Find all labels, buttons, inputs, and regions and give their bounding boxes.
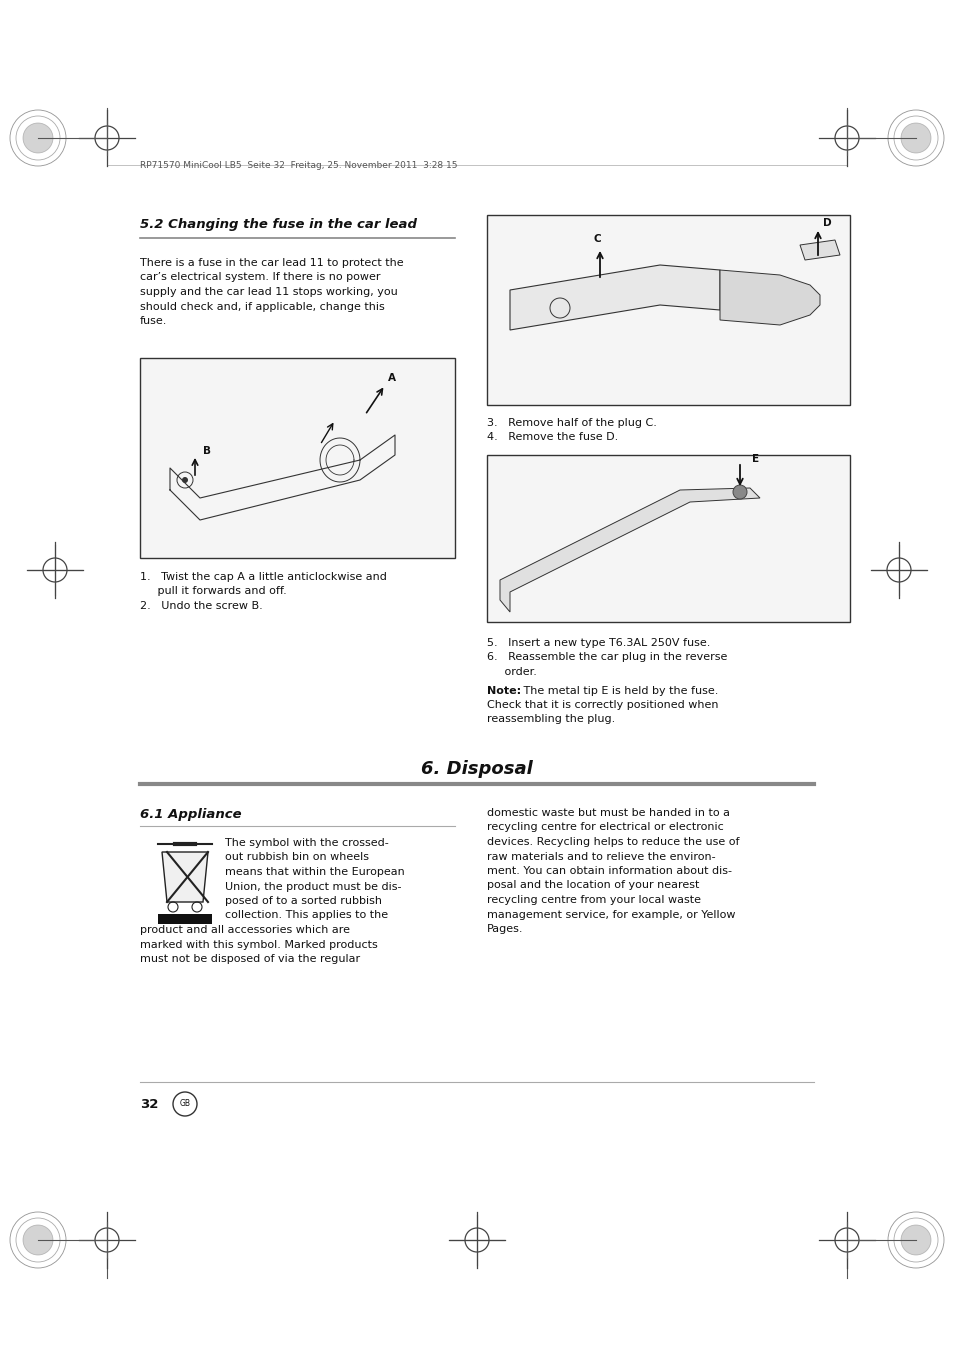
Polygon shape bbox=[162, 852, 208, 902]
Text: 3.   Remove half of the plug C.: 3. Remove half of the plug C. bbox=[486, 417, 657, 428]
Text: out rubbish bin on wheels: out rubbish bin on wheels bbox=[225, 852, 369, 862]
Text: A: A bbox=[388, 373, 395, 382]
Text: supply and the car lead 11 stops working, you: supply and the car lead 11 stops working… bbox=[140, 286, 397, 297]
Text: recycling centre for electrical or electronic: recycling centre for electrical or elect… bbox=[486, 823, 723, 832]
Text: ment. You can obtain information about dis-: ment. You can obtain information about d… bbox=[486, 866, 731, 875]
Text: 6.   Reassemble the car plug in the reverse: 6. Reassemble the car plug in the revers… bbox=[486, 653, 726, 662]
Bar bbox=[486, 215, 849, 405]
Polygon shape bbox=[800, 240, 840, 259]
Bar bbox=[158, 915, 212, 924]
Text: posed of to a sorted rubbish: posed of to a sorted rubbish bbox=[225, 896, 381, 907]
Text: B: B bbox=[203, 446, 211, 457]
Text: 2.   Undo the screw B.: 2. Undo the screw B. bbox=[140, 601, 262, 611]
Text: fuse.: fuse. bbox=[140, 316, 167, 326]
Text: management service, for example, or Yellow: management service, for example, or Yell… bbox=[486, 909, 735, 920]
Text: reassembling the plug.: reassembling the plug. bbox=[486, 715, 615, 724]
Text: recycling centre from your local waste: recycling centre from your local waste bbox=[486, 894, 700, 905]
Text: must not be disposed of via the regular: must not be disposed of via the regular bbox=[140, 954, 359, 965]
Text: means that within the European: means that within the European bbox=[225, 867, 404, 877]
Text: 6. Disposal: 6. Disposal bbox=[420, 761, 533, 778]
Text: raw materials and to relieve the environ-: raw materials and to relieve the environ… bbox=[486, 851, 715, 862]
Text: should check and, if applicable, change this: should check and, if applicable, change … bbox=[140, 301, 384, 312]
Circle shape bbox=[732, 485, 746, 499]
Text: Check that it is correctly positioned when: Check that it is correctly positioned wh… bbox=[486, 700, 718, 711]
Text: pull it forwards and off.: pull it forwards and off. bbox=[140, 586, 287, 597]
Text: RP71570 MiniCool LB5  Seite 32  Freitag, 25. November 2011  3:28 15: RP71570 MiniCool LB5 Seite 32 Freitag, 2… bbox=[140, 161, 457, 170]
Text: domestic waste but must be handed in to a: domestic waste but must be handed in to … bbox=[486, 808, 729, 817]
Circle shape bbox=[900, 123, 930, 153]
Text: posal and the location of your nearest: posal and the location of your nearest bbox=[486, 881, 699, 890]
Text: 5.   Insert a new type T6.3AL 250V fuse.: 5. Insert a new type T6.3AL 250V fuse. bbox=[486, 638, 710, 648]
Bar bbox=[140, 358, 455, 558]
Circle shape bbox=[900, 1225, 930, 1255]
Text: D: D bbox=[822, 218, 831, 228]
Text: Note:: Note: bbox=[486, 685, 520, 696]
Text: 4.   Remove the fuse D.: 4. Remove the fuse D. bbox=[486, 432, 618, 443]
Text: Pages.: Pages. bbox=[486, 924, 523, 934]
Text: Union, the product must be dis-: Union, the product must be dis- bbox=[225, 881, 401, 892]
Polygon shape bbox=[499, 488, 760, 612]
Text: E: E bbox=[751, 454, 759, 463]
Polygon shape bbox=[720, 270, 820, 326]
Text: The symbol with the crossed-: The symbol with the crossed- bbox=[225, 838, 388, 848]
Text: car’s electrical system. If there is no power: car’s electrical system. If there is no … bbox=[140, 273, 380, 282]
Text: 5.2 Changing the fuse in the car lead: 5.2 Changing the fuse in the car lead bbox=[140, 218, 416, 231]
Text: C: C bbox=[594, 234, 601, 245]
Text: 1.   Twist the cap A a little anticlockwise and: 1. Twist the cap A a little anticlockwis… bbox=[140, 571, 387, 582]
Text: There is a fuse in the car lead 11 to protect the: There is a fuse in the car lead 11 to pr… bbox=[140, 258, 403, 267]
Circle shape bbox=[182, 477, 188, 484]
Bar bbox=[486, 455, 849, 621]
Text: The metal tip E is held by the fuse.: The metal tip E is held by the fuse. bbox=[519, 685, 718, 696]
Text: devices. Recycling helps to reduce the use of: devices. Recycling helps to reduce the u… bbox=[486, 838, 739, 847]
Text: marked with this symbol. Marked products: marked with this symbol. Marked products bbox=[140, 939, 377, 950]
Circle shape bbox=[23, 1225, 53, 1255]
Circle shape bbox=[23, 123, 53, 153]
Text: order.: order. bbox=[486, 667, 537, 677]
Polygon shape bbox=[510, 265, 720, 330]
Text: product and all accessories which are: product and all accessories which are bbox=[140, 925, 350, 935]
Text: 32: 32 bbox=[140, 1098, 158, 1111]
Text: collection. This applies to the: collection. This applies to the bbox=[225, 911, 388, 920]
Text: GB: GB bbox=[179, 1100, 191, 1109]
Text: 6.1 Appliance: 6.1 Appliance bbox=[140, 808, 241, 821]
